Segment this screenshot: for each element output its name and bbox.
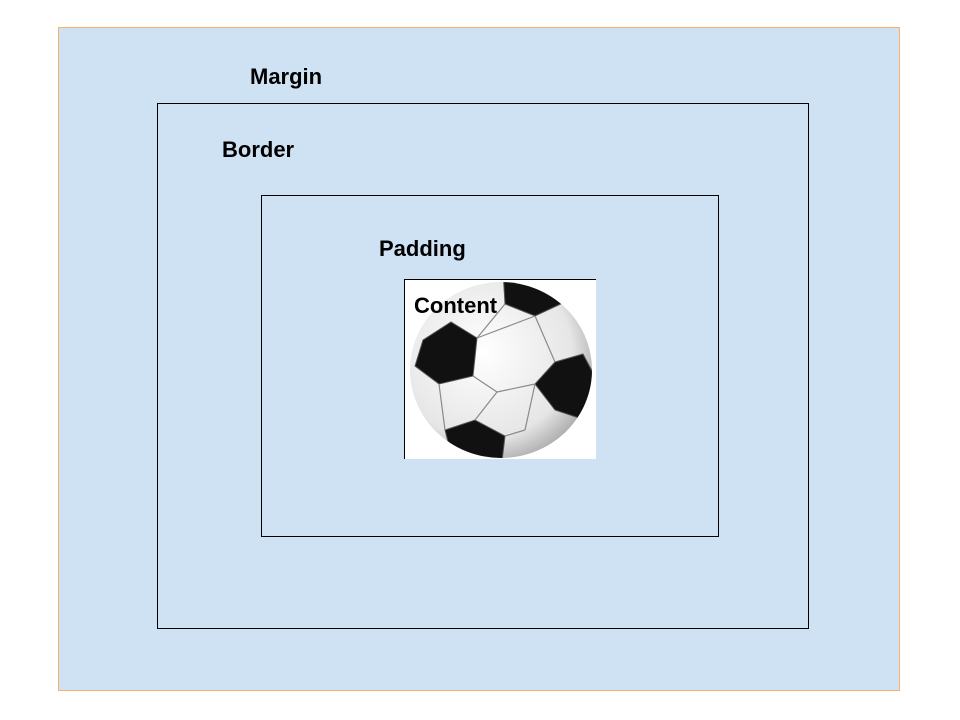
padding-label: Padding [379, 236, 466, 261]
content-area [404, 279, 596, 459]
soccer-ball-icon [410, 282, 592, 458]
content-label: Content [414, 293, 498, 318]
padding-area [261, 195, 719, 537]
border-label: Border [222, 137, 295, 162]
border-area [157, 103, 809, 629]
margin-label: Margin [250, 64, 323, 89]
